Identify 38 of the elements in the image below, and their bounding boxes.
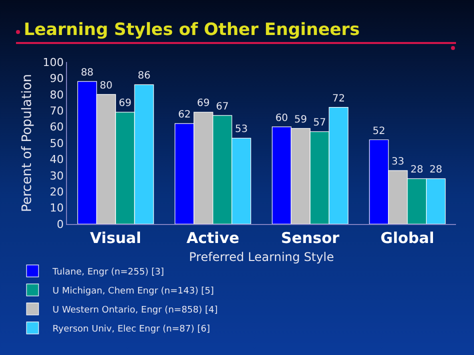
y-tick-label: 60 bbox=[50, 120, 64, 134]
y-tick-label: 100 bbox=[42, 56, 64, 69]
data-label: 62 bbox=[178, 110, 191, 121]
x-tick-label: Visual bbox=[90, 229, 142, 247]
legend-label: Ryerson Univ, Elec Engr (n=87) [6] bbox=[52, 324, 210, 334]
data-label: 86 bbox=[138, 70, 150, 82]
legend-label: U Western Ontario, Engr (n=858) [4] bbox=[52, 305, 218, 316]
data-label: 72 bbox=[332, 93, 345, 104]
data-label: 80 bbox=[100, 80, 113, 92]
legend-label: Tulane, Engr (n=255) [3] bbox=[52, 267, 164, 278]
y-tick-label: 40 bbox=[50, 153, 64, 166]
data-label: 28 bbox=[410, 164, 424, 176]
data-label: 52 bbox=[372, 126, 386, 137]
y-tick-label: 0 bbox=[56, 218, 64, 231]
legend-label: U Michigan, Chem Engr (n=143) [5] bbox=[52, 286, 214, 296]
y-tick-label: 80 bbox=[50, 88, 64, 102]
data-label: 57 bbox=[313, 118, 326, 129]
y-tick-label: 50 bbox=[50, 136, 64, 150]
data-label: 53 bbox=[234, 124, 248, 136]
y-tick-label: 10 bbox=[50, 202, 64, 215]
data-label: 60 bbox=[275, 112, 288, 124]
data-label: 88 bbox=[80, 67, 94, 78]
x-tick-label: Sensor bbox=[280, 229, 340, 247]
y-axis-title: Percent of Population bbox=[20, 74, 35, 212]
x-tick-label: Global bbox=[380, 229, 434, 247]
data-label: 28 bbox=[429, 164, 442, 176]
y-tick-label: 20 bbox=[50, 185, 64, 198]
data-label: 33 bbox=[392, 156, 404, 168]
y-tick-label: 90 bbox=[50, 72, 64, 86]
data-label: 69 bbox=[197, 98, 210, 110]
y-tick-label: 30 bbox=[50, 169, 64, 182]
data-label: 59 bbox=[294, 114, 308, 126]
y-tick-label: 70 bbox=[50, 104, 64, 118]
x-axis-title: Preferred Learning Style bbox=[189, 250, 334, 264]
data-label: 69 bbox=[118, 98, 132, 110]
chart-title: Learning Styles of Other Engineers bbox=[24, 20, 360, 40]
data-label: 67 bbox=[216, 101, 229, 112]
x-tick-label: Active bbox=[186, 229, 240, 247]
